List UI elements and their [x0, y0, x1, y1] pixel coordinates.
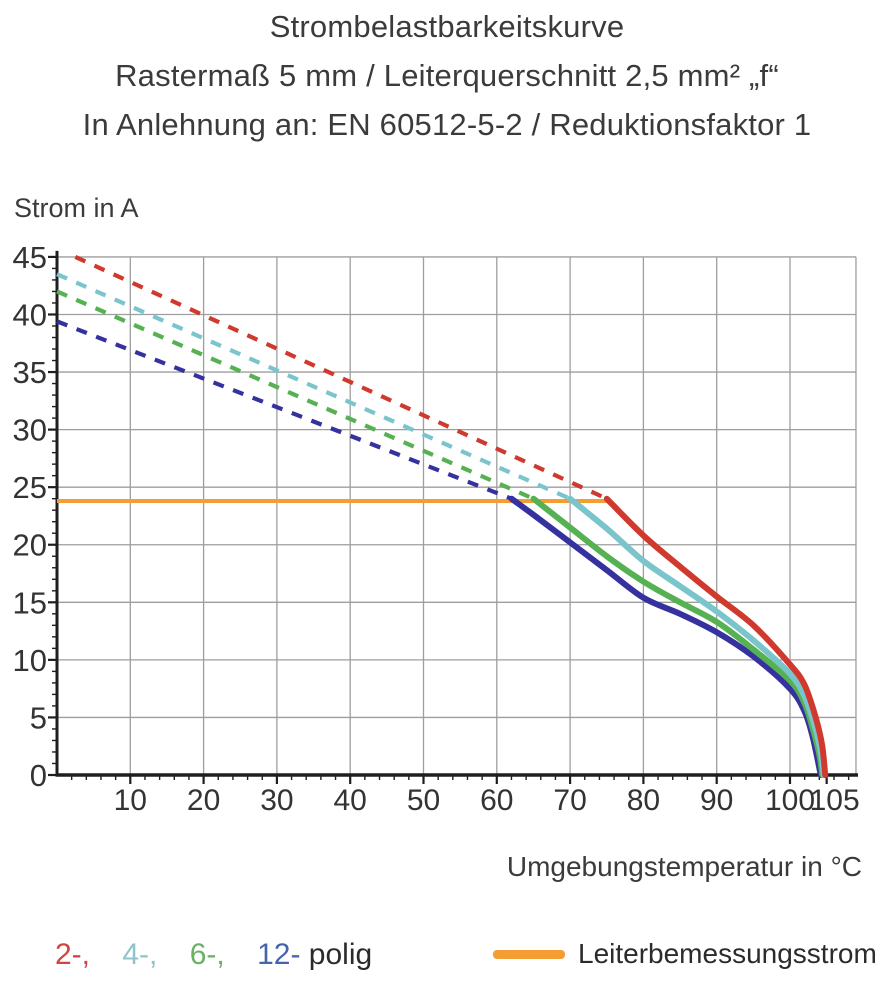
derating-dashed-line-4-polig [56, 272, 571, 501]
x-tick-label: 70 [553, 784, 586, 817]
x-tick-label: 100 [765, 784, 815, 817]
legend-item-4-polig: 4-, [122, 938, 158, 971]
series-curve-4-polig [567, 495, 827, 778]
x-tick-label: 80 [627, 784, 660, 817]
derating-dashed-line-2-polig [74, 255, 608, 501]
x-tick-label: 105 [810, 784, 860, 817]
legend-item-2-polig: 2-, [55, 938, 91, 971]
chart-title-line2: Rastermaß 5 mm / Leiterquerschnitt 2,5 m… [115, 58, 779, 93]
series-curve-2-polig [603, 495, 829, 778]
legend-item-6-polig: 6-, [189, 938, 225, 971]
x-tick-label: 30 [260, 784, 293, 817]
x-tick-label: 60 [480, 784, 513, 817]
chart-title: Strombelastbarkeitskurve Rastermaß 5 mm … [0, 2, 894, 149]
y-tick-label: 20 [13, 528, 47, 563]
y-axis-title: Strom in A [14, 193, 139, 223]
x-tick-label: 50 [407, 784, 440, 817]
y-tick-label: 45 [13, 240, 47, 275]
x-tick-label: 40 [334, 784, 367, 817]
y-tick-label: 5 [30, 700, 47, 735]
x-tick-label: 10 [114, 784, 147, 817]
series-curve-6-polig [530, 495, 826, 778]
x-tick-label: 90 [700, 784, 733, 817]
y-tick-label: 35 [13, 355, 47, 390]
chart-title-line3: In Anlehnung an: EN 60512-5-2 / Reduktio… [82, 107, 812, 142]
y-tick-label: 15 [13, 585, 47, 620]
x-tick-label: 20 [187, 784, 220, 817]
y-tick-label: 30 [13, 413, 47, 448]
chart-title-line1: Strombelastbarkeitskurve [269, 9, 625, 44]
derating-dashed-line-6-polig [56, 289, 535, 501]
derating-dashed-line-12-polig [56, 319, 513, 501]
legend-rated-label: Leiterbemessungsstrom [578, 938, 877, 969]
legend-poles-suffix: polig [308, 938, 373, 971]
y-tick-label: 25 [13, 470, 47, 505]
legend-item-12-polig: 12- [257, 938, 301, 971]
y-tick-label: 10 [13, 643, 47, 678]
y-tick-label: 40 [13, 297, 47, 332]
legend-rated: Leiterbemessungsstrom [493, 938, 877, 970]
legend-poles: 2-, 4-, 6-, 12- polig [55, 938, 372, 972]
rated-current-line-swatch [493, 949, 565, 959]
series-curve-12-polig [508, 495, 824, 778]
y-tick-label: 0 [30, 758, 47, 793]
x-axis-title: Umgebungstemperatur in °C [506, 851, 862, 882]
